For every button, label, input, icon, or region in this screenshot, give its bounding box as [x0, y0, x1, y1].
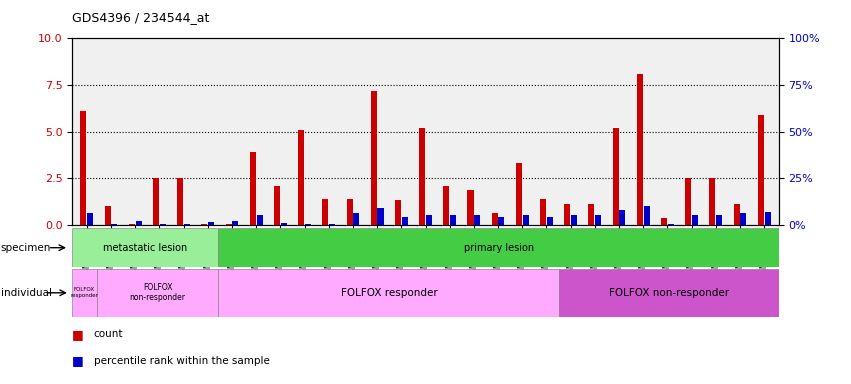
Text: FOLFOX
responder: FOLFOX responder — [71, 287, 99, 298]
Bar — [371, 91, 377, 225]
Text: GDS4396 / 234544_at: GDS4396 / 234544_at — [72, 12, 209, 25]
Bar — [668, 224, 674, 225]
Bar — [111, 224, 117, 225]
Bar — [329, 224, 335, 225]
Bar — [274, 185, 280, 225]
Bar — [346, 200, 352, 225]
Bar — [492, 212, 498, 225]
Bar — [685, 178, 691, 225]
Bar — [378, 208, 384, 225]
Bar — [305, 224, 311, 225]
Bar — [226, 224, 231, 225]
Bar — [740, 214, 746, 225]
Bar — [97, 269, 219, 317]
Bar — [764, 212, 770, 225]
Bar — [540, 199, 546, 225]
Text: specimen: specimen — [1, 243, 51, 253]
Bar — [734, 204, 740, 225]
Bar — [256, 215, 263, 225]
Bar — [160, 224, 166, 225]
Bar — [637, 74, 643, 225]
Bar — [298, 130, 304, 225]
Bar — [249, 152, 256, 225]
Bar — [232, 221, 238, 225]
Bar — [564, 204, 570, 225]
Bar — [559, 269, 779, 317]
Bar — [281, 223, 287, 225]
Bar — [757, 115, 764, 225]
Bar — [474, 215, 480, 225]
Bar — [620, 210, 625, 225]
Bar — [135, 221, 141, 225]
Bar — [692, 215, 698, 225]
Text: ■: ■ — [72, 328, 84, 341]
Bar — [499, 217, 505, 225]
Bar — [516, 163, 522, 225]
Text: individual: individual — [1, 288, 52, 298]
Bar — [105, 206, 111, 225]
Bar — [661, 218, 667, 225]
Bar — [443, 185, 449, 225]
Text: FOLFOX non-responder: FOLFOX non-responder — [609, 288, 729, 298]
Bar — [219, 228, 779, 267]
Text: percentile rank within the sample: percentile rank within the sample — [94, 356, 270, 366]
Bar — [153, 178, 159, 225]
Bar — [571, 215, 577, 225]
Text: FOLFOX responder: FOLFOX responder — [340, 288, 437, 298]
Text: count: count — [94, 329, 123, 339]
Bar — [323, 199, 328, 225]
Bar — [643, 206, 649, 225]
Bar — [72, 269, 97, 317]
Bar — [588, 204, 595, 225]
Text: primary lesion: primary lesion — [464, 243, 534, 253]
Text: FOLFOX
non-responder: FOLFOX non-responder — [129, 283, 186, 303]
Bar — [129, 224, 134, 225]
Bar — [613, 128, 619, 225]
Bar — [450, 215, 456, 225]
Bar — [87, 214, 94, 225]
Bar — [208, 222, 214, 225]
Text: metastatic lesion: metastatic lesion — [103, 243, 187, 253]
Bar — [81, 111, 87, 225]
Bar — [717, 215, 722, 225]
Bar — [710, 178, 716, 225]
Bar — [353, 214, 359, 225]
Bar — [419, 128, 426, 225]
Bar — [426, 215, 432, 225]
Bar — [219, 269, 559, 317]
Bar — [523, 215, 528, 225]
Bar — [72, 228, 219, 267]
Bar — [547, 217, 553, 225]
Text: ■: ■ — [72, 354, 84, 367]
Bar — [395, 200, 401, 225]
Bar — [467, 190, 473, 225]
Bar — [595, 215, 602, 225]
Bar — [177, 178, 183, 225]
Bar — [402, 217, 408, 225]
Bar — [202, 224, 208, 225]
Bar — [184, 224, 190, 225]
